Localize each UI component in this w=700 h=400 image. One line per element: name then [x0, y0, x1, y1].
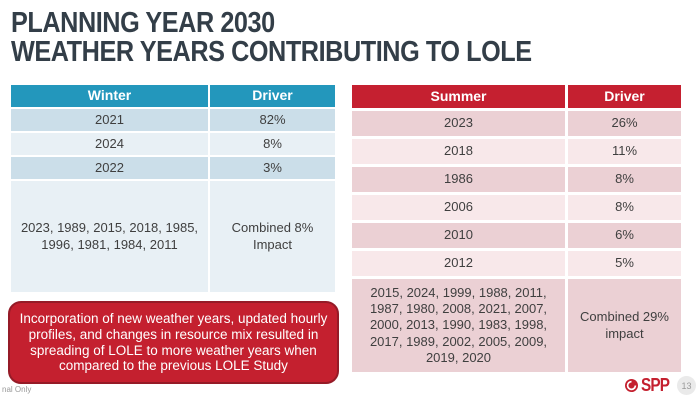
summer-row-year: 2012 [352, 251, 565, 276]
summer-row-year: 1986 [352, 167, 565, 192]
summer-row-year: 2023 [352, 111, 565, 136]
summer-header-driver: Driver [568, 85, 681, 108]
callout-box: Incorporation of new weather years, upda… [8, 301, 339, 384]
slide-title-line2: WEATHER YEARS CONTRIBUTING TO LOLE [11, 36, 532, 68]
summer-row-driver: 6% [568, 223, 681, 248]
winter-combined-years: 2023, 1989, 2015, 2018, 1985, 1996, 1981… [11, 181, 208, 292]
summer-row-driver: 8% [568, 167, 681, 192]
summer-row-year: 2018 [352, 139, 565, 164]
winter-row-year: 2022 [11, 157, 208, 179]
summer-row-year: 2006 [352, 195, 565, 220]
summer-combined-driver: Combined 29% impact [568, 279, 681, 372]
classification-text: nal Only [2, 385, 32, 394]
spp-logo-text: SPP [640, 375, 670, 395]
summer-table: Summer Driver 2023 26% 2018 11% 1986 8% … [352, 85, 681, 372]
summer-row-driver: 5% [568, 251, 681, 276]
spp-logo-icon [624, 379, 638, 392]
winter-table: Winter Driver 2021 82% 2024 8% 2022 3% 2… [11, 85, 335, 292]
winter-row-year: 2024 [11, 133, 208, 155]
winter-row-driver: 3% [210, 157, 335, 179]
page-number: 13 [681, 380, 692, 391]
summer-combined-years: 2015, 2024, 1999, 1988, 2011, 1987, 1980… [352, 279, 565, 372]
footer-logo-group: SPP 13 [624, 375, 696, 396]
page-number-badge: 13 [677, 376, 696, 395]
slide-title-line1: PLANNING YEAR 2030 [11, 7, 275, 39]
winter-row-year: 2021 [11, 109, 208, 131]
winter-combined-driver: Combined 8% Impact [210, 181, 335, 292]
slide-title: PLANNING YEAR 2030 WEATHER YEARS CONTRIB… [11, 9, 532, 67]
winter-row-driver: 82% [210, 109, 335, 131]
callout-text: Incorporation of new weather years, upda… [19, 310, 328, 374]
summer-row-driver: 26% [568, 111, 681, 136]
summer-header-season: Summer [352, 85, 565, 108]
winter-row-driver: 8% [210, 133, 335, 155]
winter-header-driver: Driver [210, 85, 335, 107]
winter-header-season: Winter [11, 85, 208, 107]
summer-row-year: 2010 [352, 223, 565, 248]
summer-row-driver: 8% [568, 195, 681, 220]
summer-row-driver: 11% [568, 139, 681, 164]
